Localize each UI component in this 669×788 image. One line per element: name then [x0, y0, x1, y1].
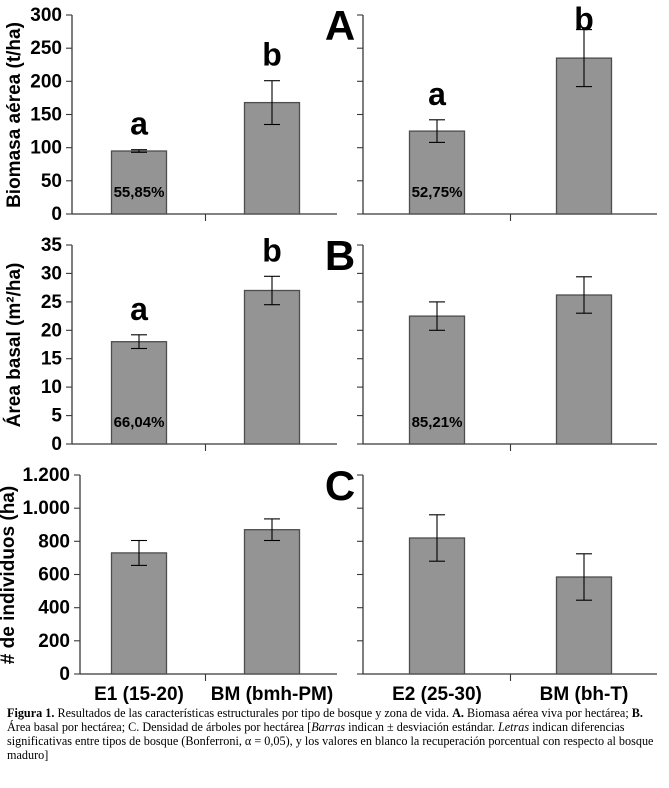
svg-text:C: C	[325, 462, 355, 509]
svg-text:0: 0	[51, 204, 62, 225]
svg-text:200: 200	[38, 631, 70, 652]
svg-text:a: a	[130, 106, 148, 142]
svg-text:b: b	[262, 37, 282, 73]
svg-text:1.000: 1.000	[22, 498, 70, 519]
svg-text:250: 250	[30, 38, 62, 59]
svg-text:300: 300	[30, 5, 62, 26]
svg-text:E2 (25-30): E2 (25-30)	[392, 684, 482, 705]
svg-text:150: 150	[30, 105, 62, 126]
svg-text:35: 35	[41, 235, 63, 256]
svg-text:100: 100	[30, 138, 62, 159]
svg-text:0: 0	[51, 434, 62, 455]
svg-text:200: 200	[30, 71, 62, 92]
svg-text:20: 20	[41, 320, 62, 341]
svg-text:a: a	[428, 76, 446, 112]
svg-text:# de individuos (ha): # de individuos (ha)	[0, 486, 19, 664]
svg-text:30: 30	[41, 263, 62, 284]
svg-text:E1 (15-20): E1 (15-20)	[94, 684, 184, 705]
svg-text:50: 50	[41, 171, 62, 192]
svg-text:800: 800	[38, 531, 70, 552]
svg-text:1.200: 1.200	[22, 465, 70, 486]
svg-text:5: 5	[51, 406, 62, 427]
svg-text:600: 600	[38, 565, 70, 586]
svg-text:66,04%: 66,04%	[114, 414, 165, 431]
svg-text:25: 25	[41, 292, 63, 313]
svg-text:BM (bmh-PM): BM (bmh-PM)	[211, 684, 333, 705]
svg-text:15: 15	[41, 349, 63, 370]
svg-text:85,21%: 85,21%	[412, 414, 463, 431]
svg-text:Área basal (m²/ha): Área basal (m²/ha)	[3, 263, 25, 428]
svg-text:0: 0	[59, 664, 70, 685]
svg-text:Biomasa aérea (t/ha): Biomasa aérea (t/ha)	[4, 22, 25, 208]
svg-text:55,85%: 55,85%	[114, 184, 165, 201]
svg-text:10: 10	[41, 377, 62, 398]
svg-text:BM (bh-T): BM (bh-T)	[540, 684, 629, 705]
svg-text:400: 400	[38, 598, 70, 619]
svg-text:52,75%: 52,75%	[412, 184, 463, 201]
svg-text:A: A	[325, 2, 355, 49]
svg-text:a: a	[130, 291, 148, 327]
svg-text:B: B	[325, 232, 355, 279]
svg-text:b: b	[574, 1, 594, 37]
svg-text:b: b	[262, 232, 282, 268]
